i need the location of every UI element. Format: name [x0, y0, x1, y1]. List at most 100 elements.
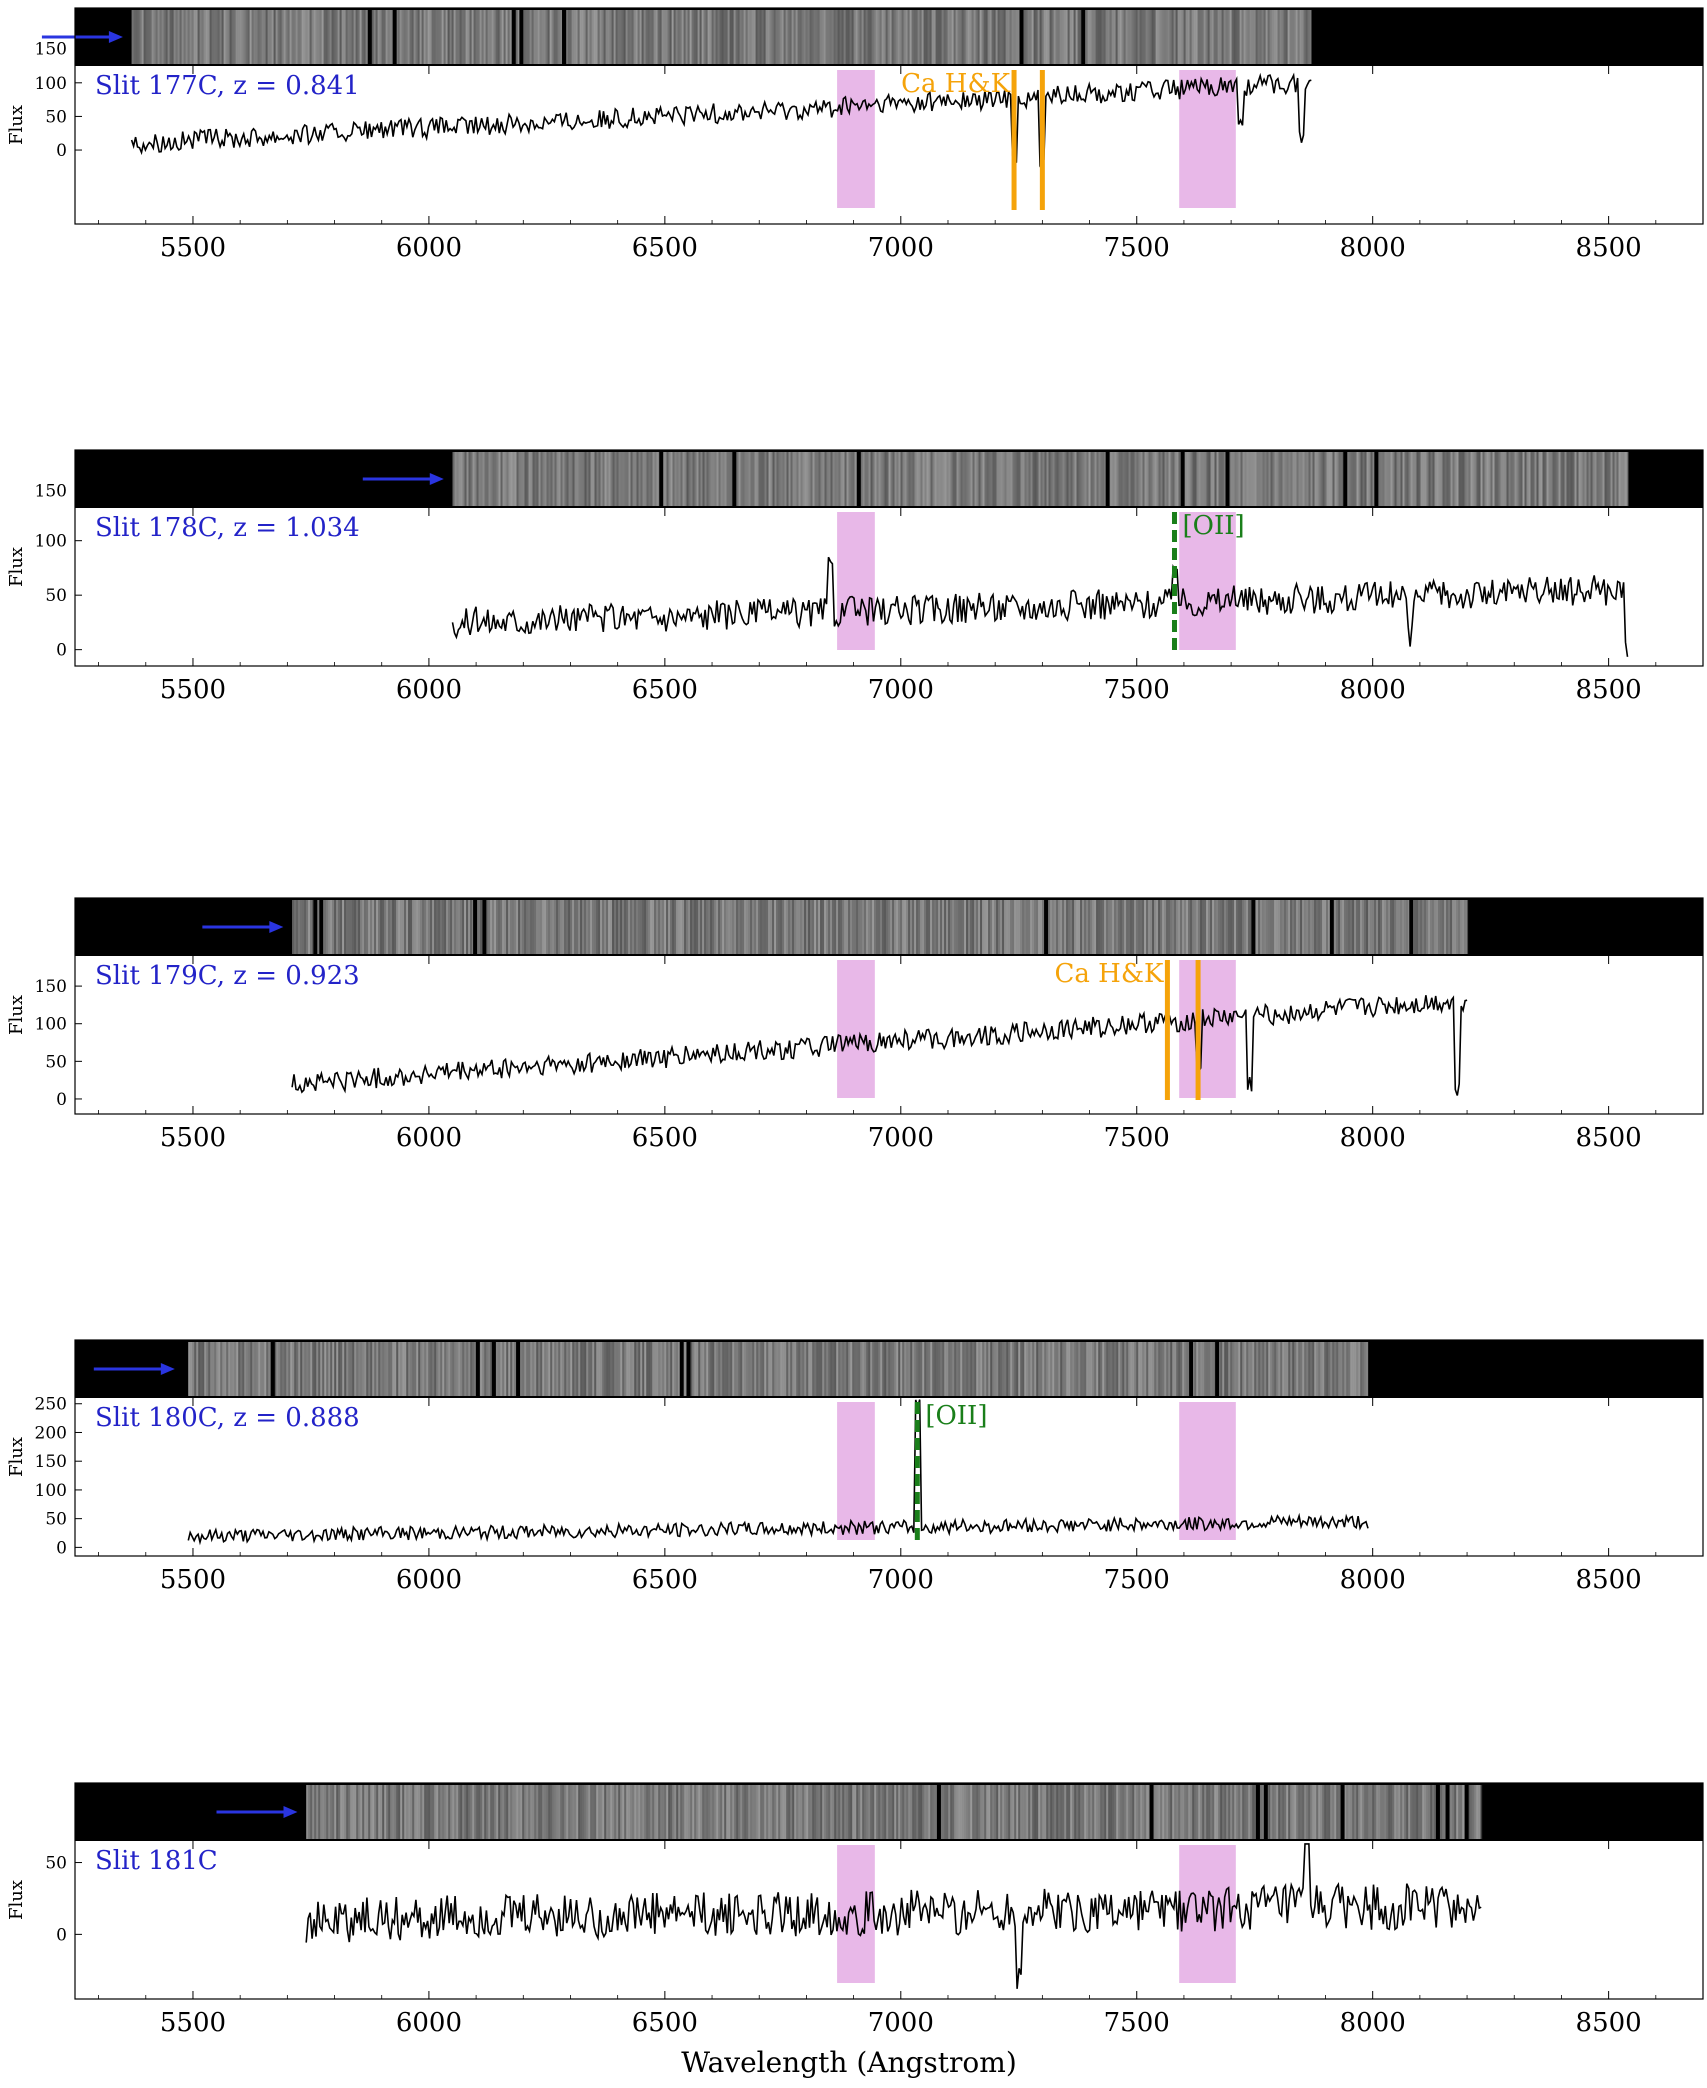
stamp-column [464, 900, 467, 954]
stamp-column [1450, 1785, 1453, 1839]
stamp-column [1192, 452, 1195, 506]
stamp-column [372, 1785, 375, 1839]
stamp-column [1336, 900, 1339, 954]
stamp-column [756, 900, 759, 954]
stamp-column [600, 1785, 603, 1839]
stamp-arrow-head [160, 1363, 175, 1375]
stamp-column [882, 1342, 885, 1396]
stamp-column [690, 452, 693, 506]
stamp-column [371, 10, 374, 64]
stamp-gap [686, 1342, 691, 1396]
stamp-column [700, 900, 703, 954]
stamp-column [1302, 900, 1305, 954]
stamp-column [1610, 452, 1613, 506]
stamp-column [1590, 452, 1593, 506]
stamp-column [988, 1785, 991, 1839]
stamp-column [816, 900, 819, 954]
stamp-column [1038, 452, 1041, 506]
stamp-column [731, 10, 734, 64]
stamp-column [1258, 452, 1261, 506]
stamp-column [420, 900, 423, 954]
stamp-column [1196, 900, 1199, 954]
stamp-column [572, 1785, 575, 1839]
stamp-column [1322, 1342, 1325, 1396]
stamp-column [868, 900, 871, 954]
stamp-column [588, 452, 591, 506]
stamp-column [856, 1342, 859, 1396]
stamp-column [344, 1785, 347, 1839]
stamp-column [440, 1785, 443, 1839]
stamp-column [1147, 10, 1150, 64]
stamp-column [516, 452, 519, 506]
stamp-column [1478, 452, 1481, 506]
stamp-column [1538, 452, 1541, 506]
stamp-column [1165, 10, 1168, 64]
stamp-column [394, 900, 397, 954]
stamp-column [251, 10, 254, 64]
stamp-column [1358, 1785, 1361, 1839]
stamp-column [215, 10, 218, 64]
stamp-column [1054, 1785, 1057, 1839]
stamp-column [1086, 452, 1089, 506]
stamp-column [1240, 1785, 1243, 1839]
stamp-column [1068, 1785, 1071, 1839]
stamp-column [670, 900, 673, 954]
stamp-column [808, 452, 811, 506]
stamp-column [1348, 452, 1351, 506]
stamp-column [755, 10, 758, 64]
stamp-column [883, 10, 886, 64]
stamp-column [1280, 452, 1283, 506]
stamp-column [1404, 452, 1407, 506]
stamp-column [566, 1342, 569, 1396]
stamp-column [1289, 10, 1292, 64]
stamp-column [490, 1785, 493, 1839]
stamp-column [1360, 1342, 1363, 1396]
stamp-column [360, 1785, 363, 1839]
stamp-column [440, 900, 443, 954]
stamp-column [1176, 900, 1179, 954]
stamp-column [672, 452, 675, 506]
stamp-column [904, 1785, 907, 1839]
stamp-column [1052, 1785, 1055, 1839]
stamp-column [872, 452, 875, 506]
stamp-column [1174, 1342, 1177, 1396]
stamp-column [1137, 10, 1140, 64]
stamp-column [1252, 1342, 1255, 1396]
stamp-column [844, 1785, 847, 1839]
stamp-column [854, 1342, 857, 1396]
stamp-column [362, 1785, 365, 1839]
stamp-column [858, 1785, 861, 1839]
stamp-column [1102, 1342, 1105, 1396]
stamp-column [742, 452, 745, 506]
stamp-column [574, 1785, 577, 1839]
stamp-column [613, 10, 616, 64]
stamp-column [958, 452, 961, 506]
stamp-column [1210, 900, 1213, 954]
stamp-column [823, 10, 826, 64]
stamp-gap [1019, 10, 1024, 64]
stamp-column [1108, 1342, 1111, 1396]
stamp-column [874, 1342, 877, 1396]
stamp-column [820, 1342, 823, 1396]
stamp-column [1082, 452, 1085, 506]
stamp-column [833, 10, 836, 64]
stamp-column [684, 900, 687, 954]
stamp-column [1200, 1342, 1203, 1396]
stamp-column [340, 1342, 343, 1396]
stamp-column [424, 1785, 427, 1839]
stamp-column [537, 10, 540, 64]
stamp-column [210, 1342, 213, 1396]
stamp-column [704, 900, 707, 954]
stamp-column [960, 1785, 963, 1839]
stamp-column [762, 900, 765, 954]
stamp-column [1164, 1785, 1167, 1839]
stamp-column [512, 1342, 515, 1396]
stamp-column [1396, 1785, 1399, 1839]
stamp-column [901, 10, 904, 64]
ylabel: Flux [6, 105, 27, 145]
stamp-column [796, 452, 799, 506]
stamp-column [1190, 1785, 1193, 1839]
stamp-column [881, 10, 884, 64]
stamp-column [592, 900, 595, 954]
stamp-column [1107, 10, 1110, 64]
